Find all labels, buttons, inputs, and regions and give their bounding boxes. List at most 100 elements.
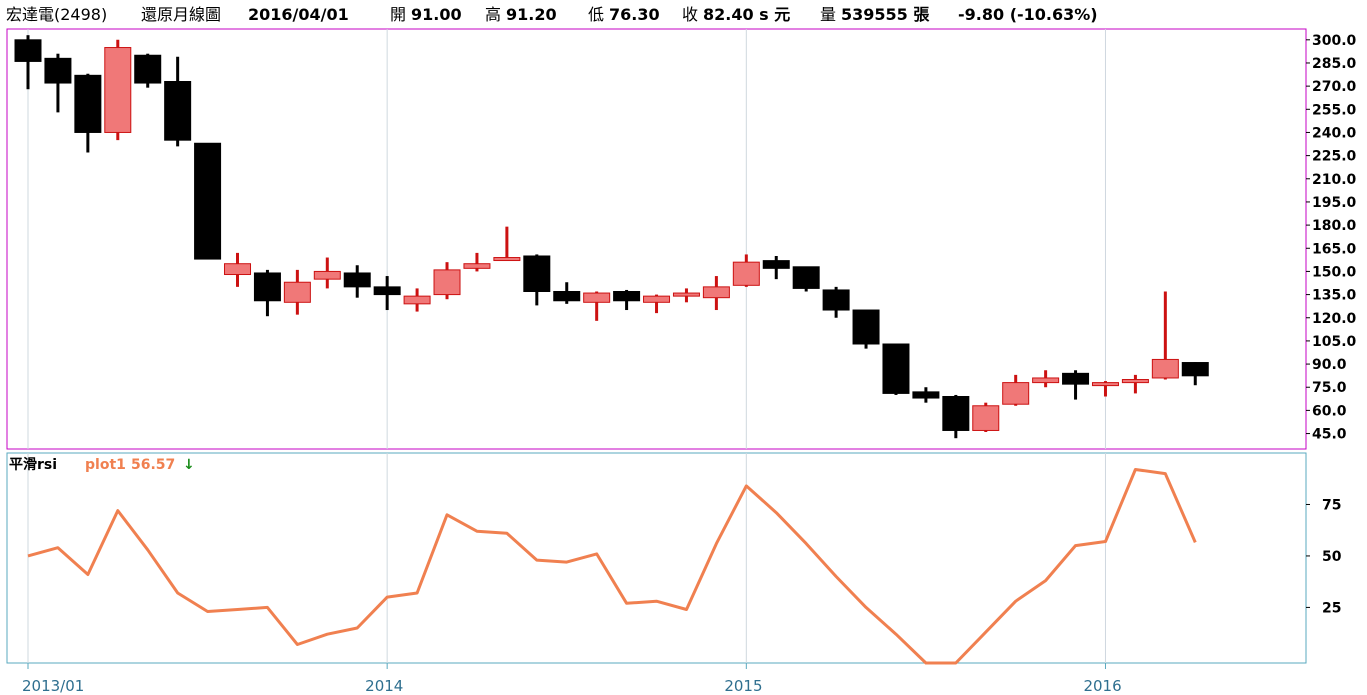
price-tick-label: 90.0 (1312, 357, 1347, 373)
candle (134, 53, 162, 88)
candle-body (194, 142, 222, 260)
candle-body (523, 255, 551, 292)
candle-body (672, 292, 700, 297)
candle-body (1002, 382, 1030, 405)
candle (942, 394, 970, 439)
candle-body (463, 263, 491, 269)
date-tick-label: 2013/01 (22, 677, 84, 695)
open-value: 91.00 (411, 5, 462, 24)
price-gridlines (27, 29, 1106, 449)
candle (463, 252, 491, 272)
candle-body (1032, 377, 1060, 384)
candle-body (1151, 358, 1179, 379)
candle-body (253, 272, 281, 302)
quote-header: 宏達電(2498) 還原月線圖 2016/04/01 開 91.00 高 91.… (6, 5, 1098, 24)
rsi-plot-label: plot1 (85, 457, 126, 473)
price-tick-label: 120.0 (1312, 311, 1357, 327)
candle (852, 309, 880, 349)
price-tick-label: 75.0 (1312, 380, 1347, 396)
price-tick-label: 240.0 (1312, 125, 1357, 141)
price-tick-label: 285.0 (1312, 56, 1357, 72)
date-tick-label: 2016 (1083, 677, 1121, 695)
candle-body (224, 263, 252, 276)
candle (583, 291, 611, 321)
candle (164, 56, 192, 147)
candle (224, 252, 252, 287)
candle (672, 288, 700, 303)
candle (912, 387, 940, 403)
candle (1181, 362, 1209, 386)
quote-date: 2016/04/01 (248, 5, 349, 24)
volume-value: 539555 張 (841, 5, 930, 24)
date-tick-label: 2015 (724, 677, 762, 695)
candle-body (822, 289, 850, 311)
candle (283, 269, 311, 315)
high-value: 91.20 (506, 5, 557, 24)
candle-body (762, 260, 790, 269)
candle-body (643, 295, 671, 303)
candle-body (283, 281, 311, 303)
candle (732, 254, 760, 287)
candle (762, 255, 790, 280)
price-change: -9.80 (-10.63%) (958, 5, 1098, 24)
candle (14, 35, 42, 90)
volume-label: 量 (820, 5, 836, 24)
candle-body (1062, 372, 1090, 385)
candle-body (343, 272, 371, 288)
candle-body (104, 47, 132, 133)
candle-body (373, 286, 401, 296)
candle (822, 286, 850, 318)
candle-body (972, 405, 1000, 431)
candle-body (74, 74, 102, 133)
price-tick-label: 195.0 (1312, 195, 1357, 211)
candle-body (44, 57, 72, 84)
price-tick-label: 180.0 (1312, 218, 1357, 234)
candle (1062, 370, 1090, 400)
candle-body (134, 54, 162, 84)
candle (1091, 381, 1119, 397)
candle (194, 142, 222, 260)
candle-body (313, 270, 341, 280)
candle (1121, 374, 1149, 394)
price-tick-label: 45.0 (1312, 427, 1347, 443)
price-tick-label: 135.0 (1312, 288, 1357, 304)
candle-body (852, 309, 880, 345)
candle (373, 276, 401, 311)
candle (1151, 291, 1179, 380)
price-tick-label: 60.0 (1312, 403, 1347, 419)
candle-body (164, 81, 192, 141)
rsi-tick-label: 75 (1322, 497, 1341, 513)
candle (1002, 374, 1030, 406)
open-label: 開 (390, 5, 406, 24)
candle-body (14, 39, 42, 62)
rsi-tick-label: 50 (1322, 549, 1342, 565)
candle (493, 226, 521, 262)
price-tick-label: 225.0 (1312, 149, 1357, 165)
candle (613, 289, 641, 311)
candle-body (583, 292, 611, 303)
candle (104, 39, 132, 141)
candle-body (1181, 362, 1209, 377)
price-tick-label: 210.0 (1312, 172, 1357, 188)
candle (403, 288, 431, 312)
price-tick-label: 150.0 (1312, 264, 1357, 280)
rsi-indicator-name: 平滑rsi (9, 456, 57, 473)
candle-body (553, 291, 581, 302)
close-value: 82.40 s 元 (703, 5, 790, 24)
rsi-y-axis: 25 50 75 (1306, 497, 1342, 616)
candle (882, 343, 910, 395)
price-panel-frame (6, 28, 1307, 450)
candle-body (942, 396, 970, 431)
candle (74, 73, 102, 153)
candle (433, 262, 461, 300)
chart-name: 還原月線圖 (141, 5, 221, 24)
rsi-tick-label: 25 (1322, 600, 1341, 616)
candle (553, 282, 581, 304)
rsi-panel-frame (6, 452, 1307, 664)
candle (643, 294, 671, 314)
candle (1032, 370, 1060, 388)
candle-body (702, 286, 730, 299)
candlestick-series (14, 35, 1209, 439)
price-tick-label: 300.0 (1312, 33, 1357, 49)
